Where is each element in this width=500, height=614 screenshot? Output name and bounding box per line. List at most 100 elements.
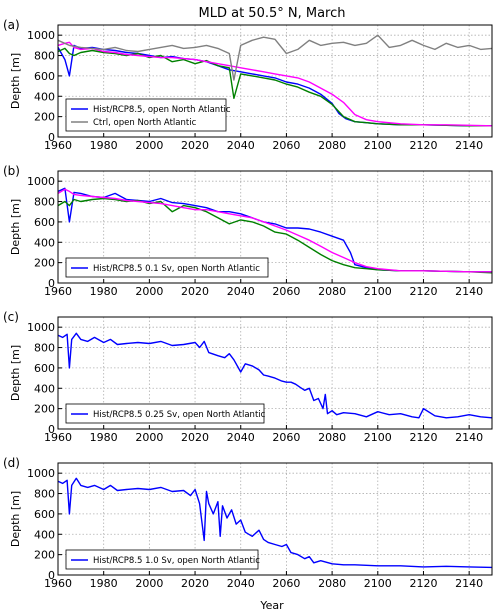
panel-label: (a) [3, 18, 20, 32]
x-tick-label: 2120 [409, 139, 437, 152]
x-tick-label: 2120 [409, 285, 437, 298]
legend-box [65, 549, 259, 570]
x-tick-label: 2100 [364, 139, 392, 152]
series-line [57, 197, 493, 274]
x-tick-label: 2040 [227, 139, 255, 152]
x-tick-label: 2060 [272, 285, 300, 298]
y-tick-label: 0 [48, 569, 55, 582]
plot-frame [57, 316, 493, 430]
y-tick-label: 200 [34, 111, 55, 124]
panel-label: (c) [3, 310, 19, 324]
panel-4: 1960 1980 2000 2020 2040 2060 2080 2100 2120 2140… [3, 456, 493, 590]
series-line [57, 477, 493, 569]
series-line [57, 47, 492, 127]
x-tick-label: 2000 [135, 577, 163, 590]
x-tick-label: 2060 [272, 431, 300, 444]
y-tick-label: 0 [48, 131, 55, 144]
x-tick-label: 1960 [44, 139, 72, 152]
x-tick-label: 2140 [455, 577, 483, 590]
x-tick-label: 2140 [455, 139, 483, 152]
x-tick-label: 2060 [272, 139, 300, 152]
y-tick-label: 400 [34, 236, 55, 249]
series-line [57, 332, 493, 419]
y-tick-label: 1000 [27, 321, 55, 334]
panel-label: (b) [3, 164, 20, 178]
series-line [57, 188, 492, 273]
legend-entry: Hist/RCP8.5 0.1 Sv, open North Atlantic [93, 264, 260, 274]
x-tick-label: 1960 [44, 431, 72, 444]
x-tick-label: 1980 [90, 577, 118, 590]
legend-entry: Ctrl, open North Atlantic [93, 118, 197, 128]
y-tick-label: 400 [34, 528, 55, 541]
y-axis-label: Depth [m] [9, 491, 22, 547]
y-tick-label: 1000 [27, 175, 55, 188]
legend-entry: Hist/RCP8.5 0.25 Sv, open North Atlantic [93, 410, 266, 420]
y-tick-label: 1000 [27, 29, 55, 42]
plot-frame [57, 170, 493, 284]
y-axis-label: Depth [m] [9, 199, 22, 255]
panel-2: 1960 1980 2000 2020 2040 2060 2080 2100 2120 2140… [3, 164, 493, 298]
legend-entry: Hist/RCP8.5, open North Atlantic [93, 105, 231, 115]
x-axis-label: Year [259, 599, 284, 612]
y-tick-label: 600 [34, 508, 55, 521]
x-tick-label: 2080 [318, 285, 346, 298]
y-tick-label: 800 [34, 196, 55, 209]
legend-box [65, 98, 227, 132]
legend-entry: Hist/RCP8.5 1.0 Sv, open North Atlantic [93, 556, 260, 566]
y-tick-label: 400 [34, 90, 55, 103]
y-tick-label: 600 [34, 70, 55, 83]
x-tick-label: 2000 [135, 139, 163, 152]
y-tick-label: 200 [34, 549, 55, 562]
x-tick-label: 1960 [44, 577, 72, 590]
x-tick-label: 1960 [44, 285, 72, 298]
x-tick-label: 2140 [455, 431, 483, 444]
y-axis-label: Depth [m] [9, 53, 22, 109]
panel-1: 1960 1980 2000 2020 2040 2060 2080 2100 2120 2140… [3, 18, 493, 152]
y-axis-label: Depth [m] [9, 345, 22, 401]
x-tick-label: 1980 [90, 285, 118, 298]
y-tick-label: 600 [34, 362, 55, 375]
panel-3: 1960 1980 2000 2020 2040 2060 2080 2100 2120 2140… [3, 310, 493, 444]
plot-frame [57, 462, 493, 576]
plot-frame [57, 24, 493, 138]
x-tick-label: 2120 [409, 431, 437, 444]
x-tick-label: 2040 [227, 285, 255, 298]
x-tick-label: 2080 [318, 577, 346, 590]
x-tick-label: 2060 [272, 577, 300, 590]
y-tick-label: 1000 [27, 467, 55, 480]
y-tick-label: 400 [34, 382, 55, 395]
y-tick-label: 0 [48, 277, 55, 290]
panel-label: (d) [3, 456, 20, 470]
x-tick-label: 2080 [318, 139, 346, 152]
x-tick-label: 2020 [181, 431, 209, 444]
y-tick-label: 800 [34, 50, 55, 63]
y-tick-label: 200 [34, 257, 55, 270]
y-tick-label: 600 [34, 216, 55, 229]
x-tick-label: 2040 [227, 577, 255, 590]
x-tick-label: 2020 [181, 577, 209, 590]
x-tick-label: 2020 [181, 139, 209, 152]
x-tick-label: 2020 [181, 285, 209, 298]
x-tick-label: 2000 [135, 431, 163, 444]
chart-title: MLD at 50.5° N, March [199, 6, 346, 21]
x-tick-label: 1980 [90, 139, 118, 152]
x-tick-label: 2040 [227, 431, 255, 444]
series-line [57, 34, 493, 81]
y-tick-label: 800 [34, 488, 55, 501]
x-tick-label: 2100 [364, 285, 392, 298]
x-tick-label: 1980 [90, 431, 118, 444]
x-tick-label: 2000 [135, 285, 163, 298]
y-tick-label: 200 [34, 403, 55, 416]
x-tick-label: 2140 [455, 285, 483, 298]
y-tick-label: 800 [34, 342, 55, 355]
x-tick-label: 2100 [364, 431, 392, 444]
series-line [57, 41, 493, 127]
x-tick-label: 2080 [318, 431, 346, 444]
legend-box [65, 257, 269, 278]
panels-layer: 1960 1980 2000 2020 2040 2060 2080 2100 2120 2140… [3, 18, 493, 590]
legend-box [65, 403, 265, 424]
x-tick-label: 2120 [409, 577, 437, 590]
x-tick-label: 2100 [364, 577, 392, 590]
y-tick-label: 0 [48, 423, 55, 436]
